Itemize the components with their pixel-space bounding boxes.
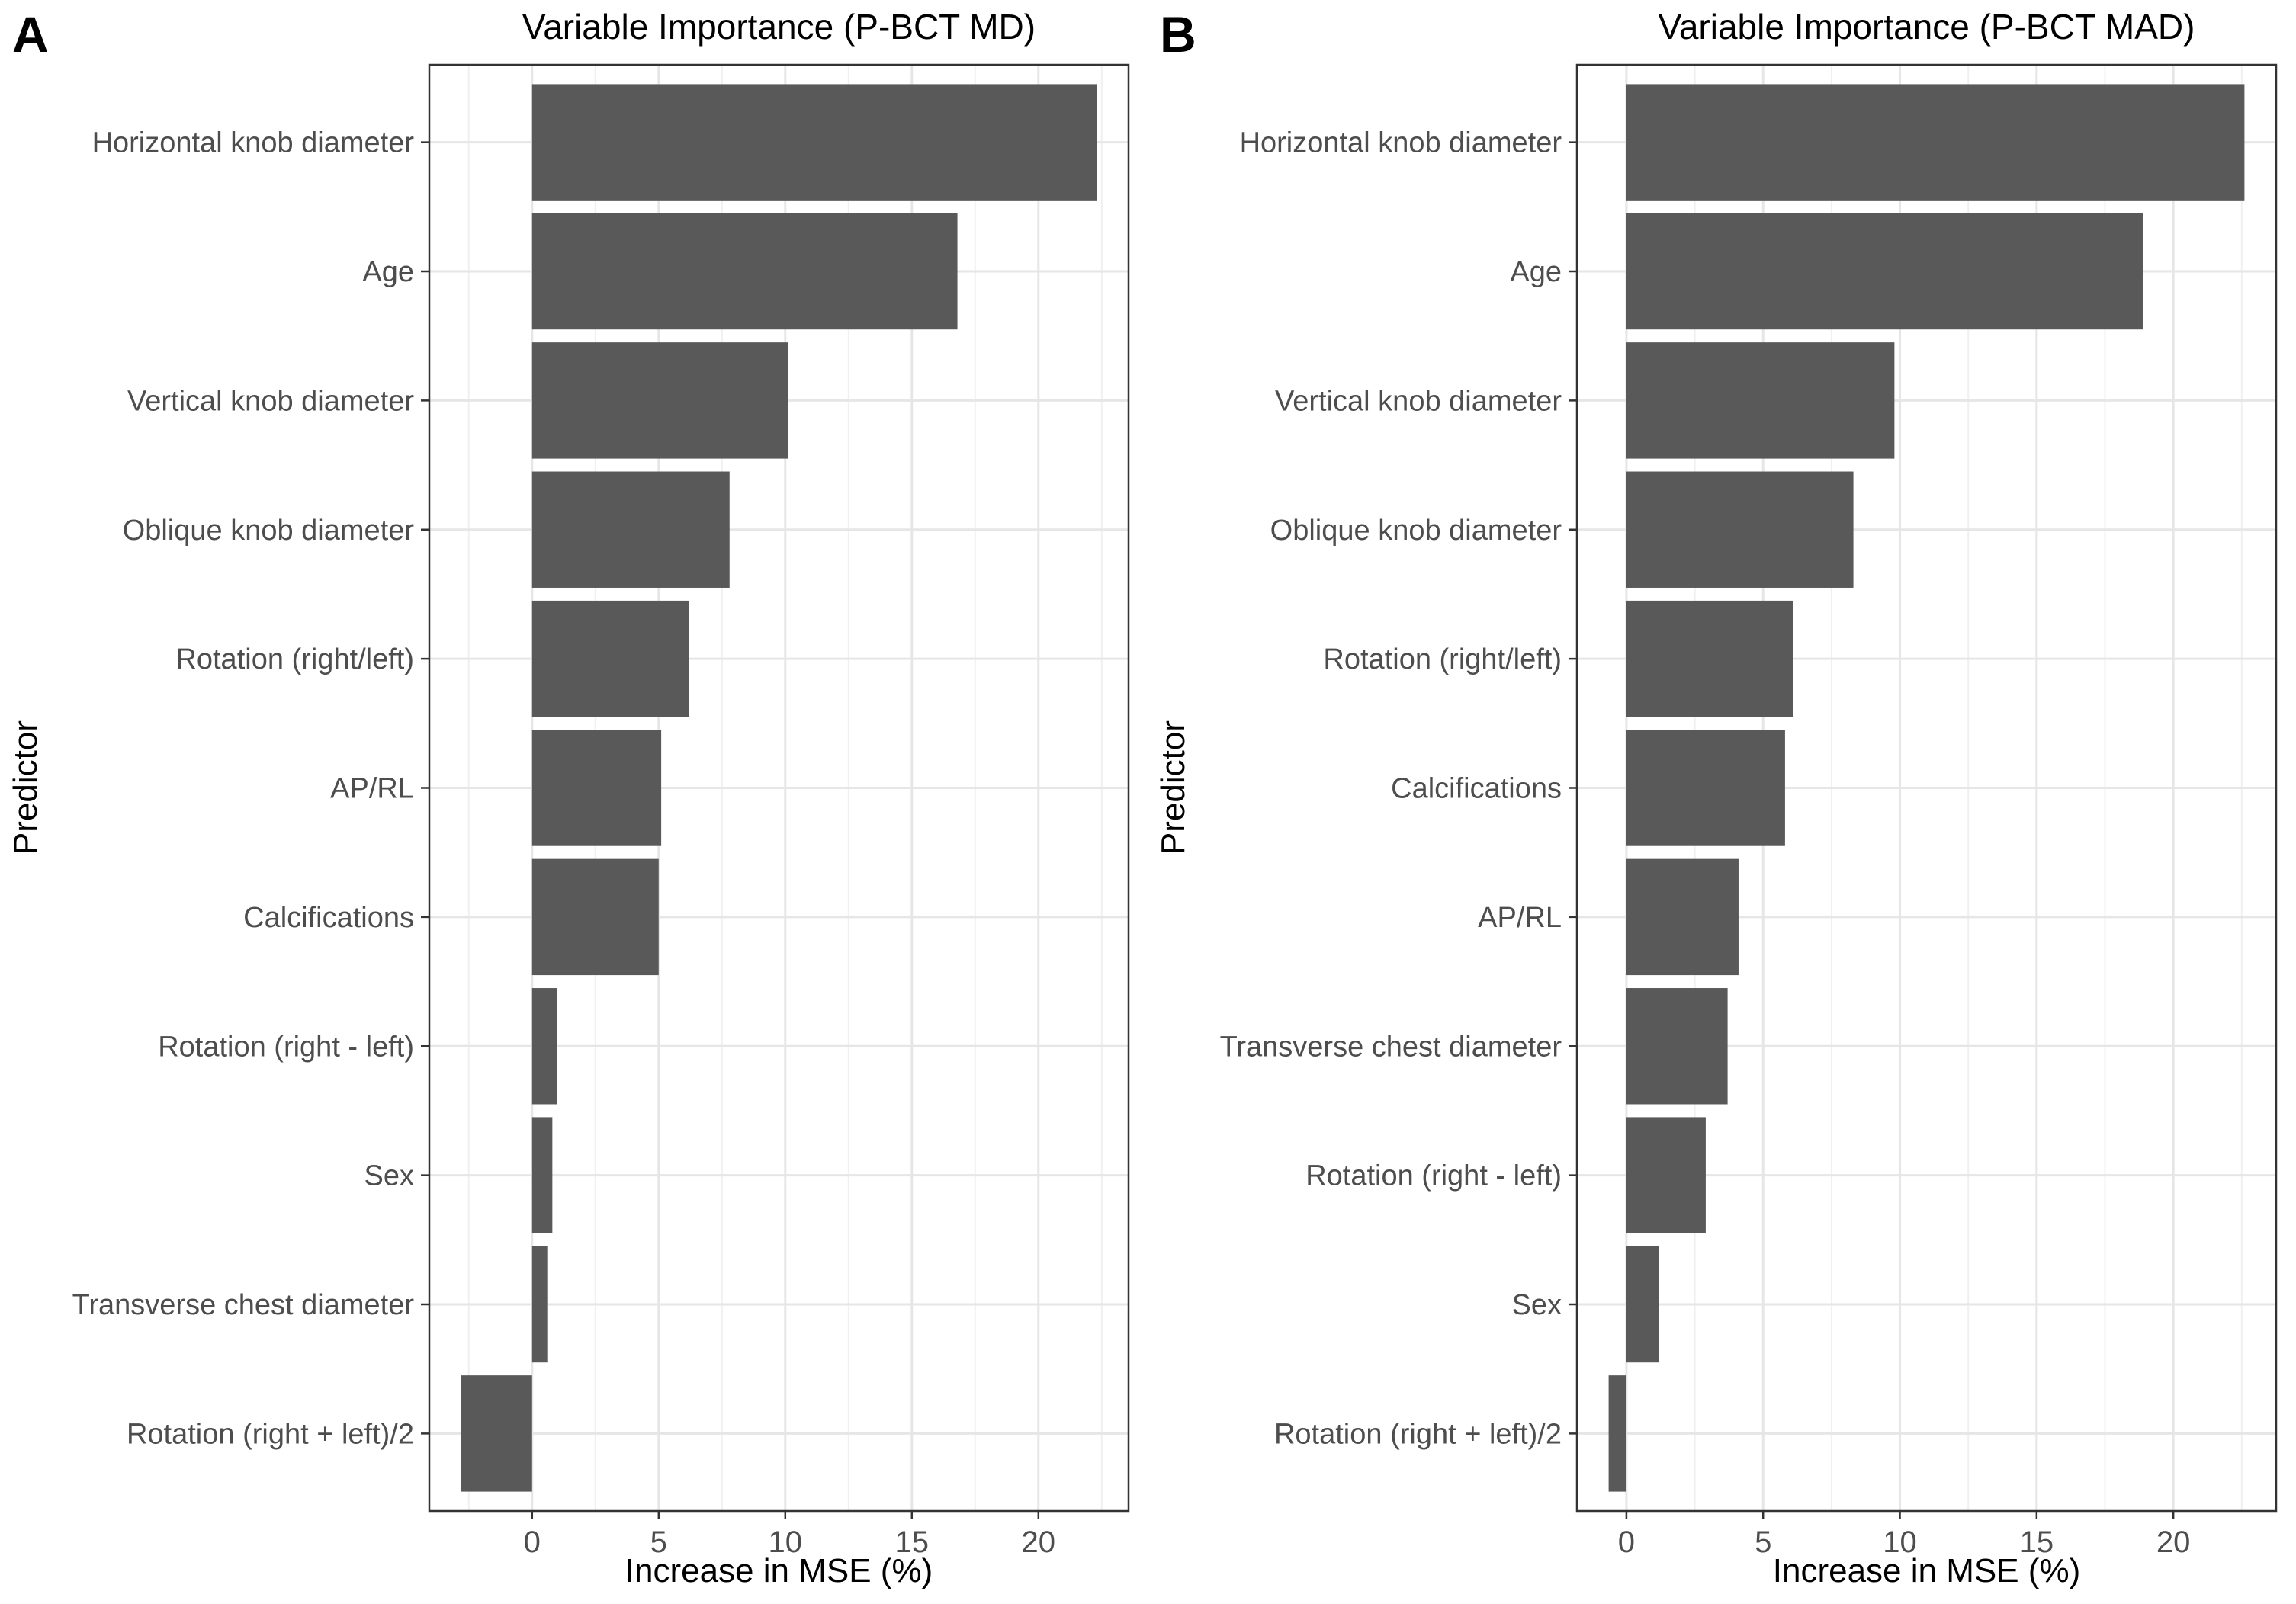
category-label: AP/RL xyxy=(330,773,414,805)
panel-b-plot: 0 5 10 15 20 Horizontal knob diameter Age Verti… xyxy=(1220,63,2278,1559)
bar xyxy=(531,471,730,588)
category-label: Calcifications xyxy=(243,902,414,934)
category-label: AP/RL xyxy=(1478,902,1562,934)
x-tick-label: 5 xyxy=(650,1525,667,1559)
bar xyxy=(1626,471,1854,588)
bar xyxy=(1608,1375,1626,1492)
bar xyxy=(1626,342,1895,459)
category-label: Rotation (right + left)/2 xyxy=(1274,1418,1562,1450)
category-label: Transverse chest diameter xyxy=(72,1289,415,1321)
category-label: Transverse chest diameter xyxy=(1220,1031,1562,1063)
panel-b-title: Variable Importance (P-BCT MAD) xyxy=(1658,7,2195,47)
bar xyxy=(531,858,659,976)
bar xyxy=(531,342,788,459)
bar xyxy=(1626,84,2245,200)
x-tick-label: 5 xyxy=(1755,1525,1771,1559)
category-label: Oblique knob diameter xyxy=(123,515,415,547)
category-label: Vertical knob diameter xyxy=(127,385,414,417)
x-tick-label: 10 xyxy=(1883,1525,1917,1559)
panel-b-letter: B xyxy=(1160,6,1196,63)
bar xyxy=(531,1246,548,1363)
bar xyxy=(531,988,557,1105)
bar xyxy=(531,1117,553,1233)
bar xyxy=(1626,213,2143,330)
panel-a-letter: A xyxy=(12,6,49,63)
bar xyxy=(1626,600,1793,717)
category-label: Rotation (right + left)/2 xyxy=(127,1418,414,1450)
panel-a-x-axis-title: Increase in MSE (%) xyxy=(625,1552,933,1590)
bar xyxy=(1626,858,1739,976)
category-label: Horizontal knob diameter xyxy=(92,127,415,159)
bar xyxy=(1626,988,1728,1105)
category-label: Horizontal knob diameter xyxy=(1240,127,1562,159)
category-label: Oblique knob diameter xyxy=(1270,515,1562,547)
category-label: Vertical knob diameter xyxy=(1275,385,1562,417)
x-tick-label: 0 xyxy=(524,1525,541,1559)
x-tick-label: 20 xyxy=(1022,1525,1056,1559)
bar xyxy=(531,600,689,717)
bar xyxy=(1626,1117,1706,1233)
bar xyxy=(1626,730,1785,846)
bar xyxy=(531,84,1097,200)
bar xyxy=(1626,1246,1659,1363)
x-tick-label: 15 xyxy=(2020,1525,2054,1559)
panel-b-x-axis-title: Increase in MSE (%) xyxy=(1772,1552,2081,1590)
x-tick-label: 15 xyxy=(895,1525,930,1559)
category-label: Age xyxy=(1510,256,1562,288)
bar xyxy=(461,1375,532,1492)
panel-a: A Variable Importance (P-BCT MD) Predict… xyxy=(7,6,1130,1590)
category-label: Rotation (right - left) xyxy=(158,1031,414,1063)
category-label: Sex xyxy=(1512,1289,1562,1321)
bar xyxy=(531,730,662,846)
x-tick-label: 10 xyxy=(769,1525,803,1559)
panel-a-plot: 0 5 10 15 20 Horizontal knob diameter Age Verti… xyxy=(72,63,1130,1559)
panel-b: B Variable Importance (P-BCT MAD) Predic… xyxy=(1148,0,2296,1604)
bar xyxy=(531,213,958,330)
category-label: Age xyxy=(362,256,414,288)
category-label: Calcifications xyxy=(1391,773,1562,805)
category-label: Sex xyxy=(364,1160,414,1192)
x-tick-label: 20 xyxy=(2156,1525,2191,1559)
category-label: Rotation (right/left) xyxy=(175,643,414,675)
panel-a-title: Variable Importance (P-BCT MD) xyxy=(522,7,1036,47)
category-label: Rotation (right - left) xyxy=(1305,1160,1562,1192)
category-label: Rotation (right/left) xyxy=(1323,643,1562,675)
x-tick-label: 0 xyxy=(1618,1525,1635,1559)
